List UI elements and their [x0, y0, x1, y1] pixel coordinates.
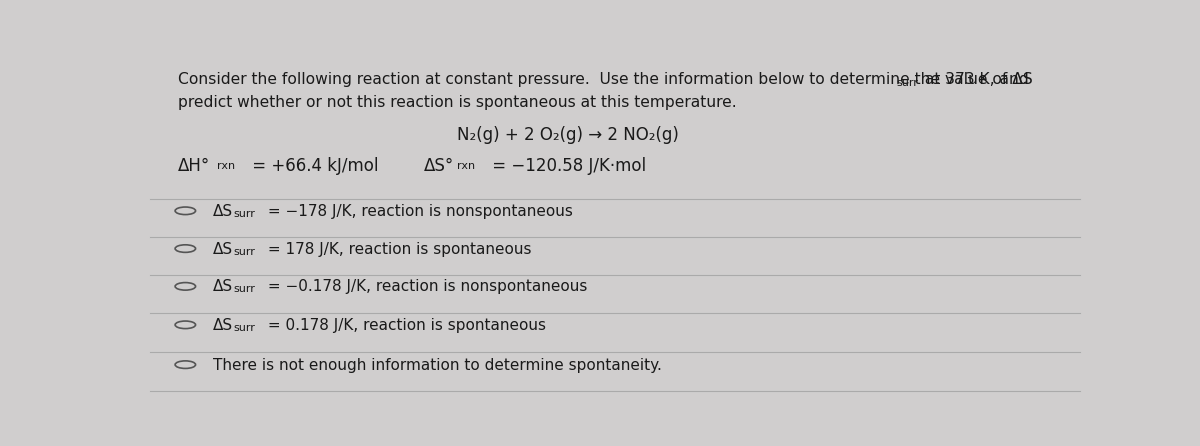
Text: rxn: rxn: [457, 161, 475, 171]
Text: = −178 J/K, reaction is nonspontaneous: = −178 J/K, reaction is nonspontaneous: [264, 204, 574, 219]
Text: = −0.178 J/K, reaction is nonspontaneous: = −0.178 J/K, reaction is nonspontaneous: [264, 280, 588, 294]
Text: = 0.178 J/K, reaction is spontaneous: = 0.178 J/K, reaction is spontaneous: [264, 318, 546, 333]
Text: ΔH°: ΔH°: [178, 157, 210, 174]
Text: ΔS°: ΔS°: [425, 157, 455, 174]
Text: surr: surr: [234, 284, 256, 294]
Text: surr: surr: [234, 209, 256, 219]
Text: There is not enough information to determine spontaneity.: There is not enough information to deter…: [214, 358, 662, 373]
Text: surr: surr: [896, 78, 919, 88]
Text: = −120.58 J/K·mol: = −120.58 J/K·mol: [487, 157, 646, 174]
Text: ΔS: ΔS: [214, 204, 233, 219]
Text: N₂(g) + 2 O₂(g) → 2 NO₂(g): N₂(g) + 2 O₂(g) → 2 NO₂(g): [457, 126, 679, 144]
Text: ΔS: ΔS: [214, 318, 233, 333]
Text: predict whether or not this reaction is spontaneous at this temperature.: predict whether or not this reaction is …: [178, 95, 737, 111]
Text: Consider the following reaction at constant pressure.  Use the information below: Consider the following reaction at const…: [178, 72, 1033, 87]
Text: surr: surr: [234, 323, 256, 333]
Text: = 178 J/K, reaction is spontaneous: = 178 J/K, reaction is spontaneous: [264, 242, 532, 257]
Text: = +66.4 kJ/mol: = +66.4 kJ/mol: [247, 157, 378, 174]
Text: surr: surr: [234, 247, 256, 256]
Text: ΔS: ΔS: [214, 280, 233, 294]
Text: ΔS: ΔS: [214, 242, 233, 257]
Text: at 373 K, and: at 373 K, and: [920, 72, 1028, 87]
Text: rxn: rxn: [217, 161, 235, 171]
